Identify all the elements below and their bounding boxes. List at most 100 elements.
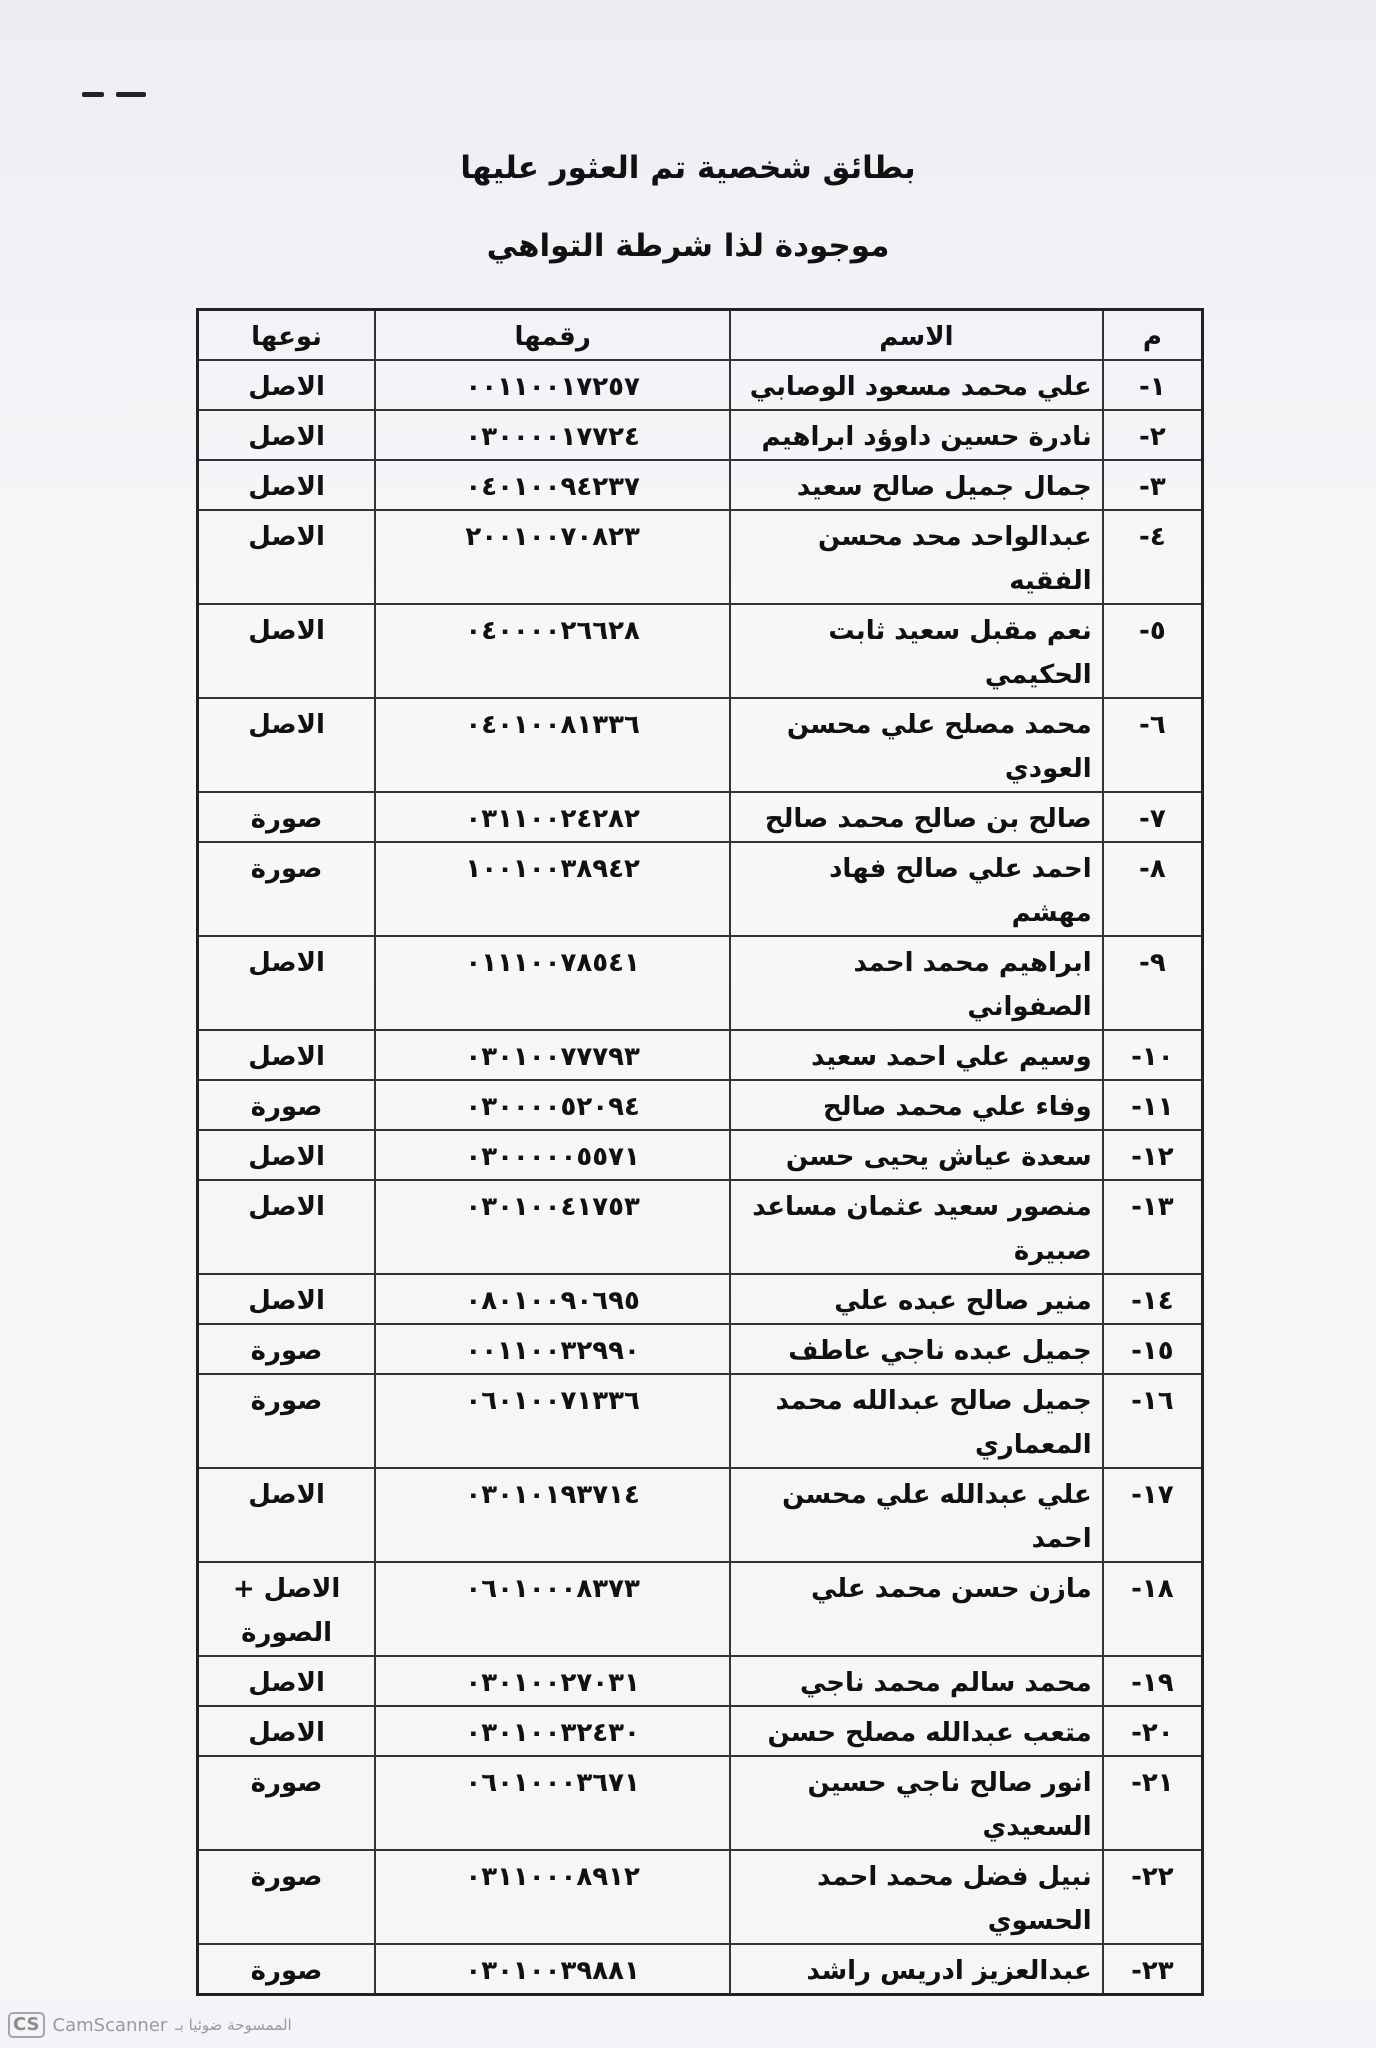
row-index: ١٠- — [1101, 1029, 1204, 1081]
row-name: وفاء علي محمد صالح — [729, 1079, 1104, 1131]
row-card-number: ٠٣٠١٠٠٤١٧٥٣ — [374, 1179, 732, 1275]
table-row: ١٤- منير صالح عبده علي ٠٨٠١٠٠٩٠٦٩٥ الاصل — [196, 1273, 1204, 1325]
row-index: ١٤- — [1101, 1273, 1204, 1325]
row-index: ٢٣- — [1101, 1943, 1204, 1996]
table-row: ٥- نعم مقبل سعيد ثابت الحكيمي ٠٤٠٠٠٠٢٦٦٢٨ ا… — [196, 603, 1204, 699]
table-row: ٨- احمد علي صالح فهاد مهشم ١٠٠١٠٠٣٨٩٤٢ صورة — [196, 841, 1204, 937]
table-row: ١١- وفاء علي محمد صالح ٠٣٠٠٠٠٥٢٠٩٤ صورة — [196, 1079, 1204, 1131]
row-card-number: ٠٣٠١٠٠٣٢٤٣٠ — [374, 1705, 732, 1757]
row-index: ٧- — [1101, 791, 1204, 843]
row-card-type: الاصل — [196, 603, 377, 699]
row-card-number: ٠٣١١٠٠٢٤٢٨٢ — [374, 791, 732, 843]
row-name: انور صالح ناجي حسين السعيدي — [729, 1755, 1104, 1851]
row-index: ٦- — [1101, 697, 1204, 793]
document-subtitle: موجودة لذا شرطة التواهي — [486, 228, 890, 264]
header-index: م — [1101, 308, 1204, 361]
row-name: منير صالح عبده علي — [729, 1273, 1104, 1325]
row-card-type: الاصل — [196, 1705, 377, 1757]
table-row: ١٩- محمد سالم محمد ناجي ٠٣٠١٠٠٢٧٠٣١ الاصل — [196, 1655, 1204, 1707]
row-index: ٢٠- — [1101, 1705, 1204, 1757]
table-row: ٣- جمال جميل صالح سعيد ٠٤٠١٠٠٩٤٢٣٧ الاصل — [196, 459, 1204, 511]
row-card-number: ٢٠٠١٠٠٧٠٨٢٣ — [374, 509, 732, 605]
header-name: الاسم — [729, 308, 1104, 361]
row-card-type: صورة — [196, 1079, 377, 1131]
row-index: ٣- — [1101, 459, 1204, 511]
row-card-number: ٠٦٠١٠٠٧١٣٣٦ — [374, 1373, 732, 1469]
row-index: ١٣- — [1101, 1179, 1204, 1275]
row-name: مازن حسن محمد علي — [729, 1561, 1104, 1657]
row-name: جمال جميل صالح سعيد — [729, 459, 1104, 511]
row-card-type: الاصل — [196, 459, 377, 511]
row-card-number: ٠١١١٠٠٧٨٥٤١ — [374, 935, 732, 1031]
row-card-number: ٠٣١١٠٠٠٨٩١٢ — [374, 1849, 732, 1945]
table-row: ٢- نادرة حسين داوؤد ابراهيم ٠٣٠٠٠٠١٧٧٢٤ الا… — [196, 409, 1204, 461]
table-row: ٤- عبدالواحد محد محسن الفقيه ٢٠٠١٠٠٧٠٨٢٣ ال… — [196, 509, 1204, 605]
row-name: وسيم علي احمد سعيد — [729, 1029, 1104, 1081]
row-name: صالح بن صالح محمد صالح — [729, 791, 1104, 843]
row-name: نعم مقبل سعيد ثابت الحكيمي — [729, 603, 1104, 699]
table-row: ١٢- سعدة عياش يحيى حسن ٠٣٠٠٠٠٠٥٥٧١ الاصل — [196, 1129, 1204, 1181]
row-index: ٨- — [1101, 841, 1204, 937]
table-row: ١٠- وسيم علي احمد سعيد ٠٣٠١٠٠٧٧٧٩٣ الاصل — [196, 1029, 1204, 1081]
row-card-type: الاصل — [196, 409, 377, 461]
row-card-type: الاصل — [196, 509, 377, 605]
row-index: ١٦- — [1101, 1373, 1204, 1469]
row-card-type: صورة — [196, 1755, 377, 1851]
header-number: رقمها — [374, 308, 732, 361]
table-row: ١٧- علي عبدالله علي محسن احمد ٠٣٠١٠١٩٣٧١٤ ا… — [196, 1467, 1204, 1563]
row-card-type: الاصل — [196, 1129, 377, 1181]
table-row: ١٥- جميل عبده ناجي عاطف ٠٠١١٠٠٣٢٩٩٠ صورة — [196, 1323, 1204, 1375]
row-card-type: الاصل — [196, 1179, 377, 1275]
row-card-number: ٠٣٠١٠٠٧٧٧٩٣ — [374, 1029, 732, 1081]
row-card-number: ٠٦٠١٠٠٠٨٣٧٣ — [374, 1561, 732, 1657]
row-name: محمد مصلح علي محسن العودي — [729, 697, 1104, 793]
row-card-type: الاصل — [196, 1273, 377, 1325]
row-card-type: الاصل — [196, 1029, 377, 1081]
table-row: ١٦- جميل صالح عبدالله محمد المعماري ٠٦٠١٠٠… — [196, 1373, 1204, 1469]
table-row: ٢٣- عبدالعزيز ادريس راشد ٠٣٠١٠٠٣٩٨٨١ صورة — [196, 1943, 1204, 1996]
row-card-type: الاصل — [196, 935, 377, 1031]
row-card-number: ٠٤٠١٠٠٩٤٢٣٧ — [374, 459, 732, 511]
id-cards-table: م الاسم رقمها نوعها ١- علي محمد مسعود الو… — [196, 308, 1204, 1996]
row-name: نبيل فضل محمد احمد الحسوي — [729, 1849, 1104, 1945]
row-name: جميل صالح عبدالله محمد المعماري — [729, 1373, 1104, 1469]
row-index: ٤- — [1101, 509, 1204, 605]
row-card-number: ٠٣٠١٠١٩٣٧١٤ — [374, 1467, 732, 1563]
row-name: سعدة عياش يحيى حسن — [729, 1129, 1104, 1181]
row-card-number: ٠٣٠١٠٠٣٩٨٨١ — [374, 1943, 732, 1996]
row-card-number: ٠٨٠١٠٠٩٠٦٩٥ — [374, 1273, 732, 1325]
row-index: ١٢- — [1101, 1129, 1204, 1181]
row-card-number: ٠٠١١٠٠١٧٢٥٧ — [374, 359, 732, 411]
camscanner-logo: CS — [8, 2012, 45, 2038]
row-card-number: ٠٣٠٠٠٠٠٥٥٧١ — [374, 1129, 732, 1181]
table-row: ١٣- منصور سعيد عثمان مساعد صبيرة ٠٣٠١٠٠٤١٧… — [196, 1179, 1204, 1275]
row-name: منصور سعيد عثمان مساعد صبيرة — [729, 1179, 1104, 1275]
row-card-number: ٠٤٠٠٠٠٢٦٦٢٨ — [374, 603, 732, 699]
row-index: ١- — [1101, 359, 1204, 411]
table-header-row: م الاسم رقمها نوعها — [196, 308, 1204, 361]
row-index: ٢- — [1101, 409, 1204, 461]
row-name: جميل عبده ناجي عاطف — [729, 1323, 1104, 1375]
table-row: ٩- ابراهيم محمد احمد الصفواني ٠١١١٠٠٧٨٥٤١ ا… — [196, 935, 1204, 1031]
row-name: متعب عبدالله مصلح حسن — [729, 1705, 1104, 1757]
row-name: عبدالعزيز ادريس راشد — [729, 1943, 1104, 1996]
row-card-type: الاصل — [196, 1467, 377, 1563]
row-card-number: ٠٤٠١٠٠٨١٣٣٦ — [374, 697, 732, 793]
row-index: ١٩- — [1101, 1655, 1204, 1707]
row-index: ٢٢- — [1101, 1849, 1204, 1945]
row-card-number: ١٠٠١٠٠٣٨٩٤٢ — [374, 841, 732, 937]
table-row: ١٨- مازن حسن محمد علي ٠٦٠١٠٠٠٨٣٧٣ الاصل + ا… — [196, 1561, 1204, 1657]
row-name: محمد سالم محمد ناجي — [729, 1655, 1104, 1707]
table-row: ٧- صالح بن صالح محمد صالح ٠٣١١٠٠٢٤٢٨٢ صورة — [196, 791, 1204, 843]
header-type: نوعها — [196, 308, 377, 361]
row-card-number: ٠٦٠١٠٠٠٣٦٧١ — [374, 1755, 732, 1851]
camscanner-watermark: CS CamScanner الممسوحة ضوئيا بـ — [8, 2010, 292, 2040]
table-row: ٢٠- متعب عبدالله مصلح حسن ٠٣٠١٠٠٣٢٤٣٠ الاصل — [196, 1705, 1204, 1757]
row-card-type: الاصل — [196, 359, 377, 411]
row-card-type: صورة — [196, 1943, 377, 1996]
row-card-number: ٠٣٠٠٠٠٥٢٠٩٤ — [374, 1079, 732, 1131]
row-card-number: ٠٣٠٠٠٠١٧٧٢٤ — [374, 409, 732, 461]
table-row: ٢٢- نبيل فضل محمد احمد الحسوي ٠٣١١٠٠٠٨٩١٢ ص… — [196, 1849, 1204, 1945]
table-row: ١- علي محمد مسعود الوصابي ٠٠١١٠٠١٧٢٥٧ الاصل — [196, 359, 1204, 411]
row-card-type: صورة — [196, 1323, 377, 1375]
